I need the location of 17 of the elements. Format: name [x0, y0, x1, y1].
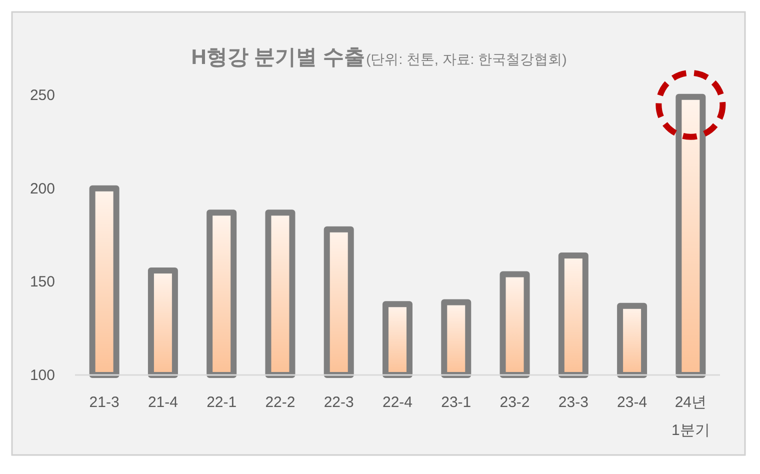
chart-title: H형강 분기별 수출: [191, 46, 366, 69]
y-tick-label: 250: [30, 87, 55, 104]
chart-subtitle: (단위: 천톤, 자료: 한국철강협회): [366, 51, 567, 67]
x-tick-label: 23-4: [617, 394, 648, 411]
x-tick-label: 22-3: [324, 394, 354, 411]
x-tick-label: 21-4: [148, 394, 178, 411]
x-tick-label: 23-2: [500, 394, 530, 411]
x-tick-label: 22-2: [265, 394, 296, 411]
y-tick-label: 150: [30, 274, 55, 291]
x-tick-label: 24년 1분기: [672, 394, 710, 439]
y-tick-label: 200: [30, 180, 55, 198]
x-tick-label: 23-3: [558, 394, 588, 411]
x-tick-label: 22-1: [206, 394, 237, 411]
x-tick-label: 22-4: [382, 394, 413, 411]
x-tick-label: 21-3: [89, 394, 120, 411]
x-tick-label: 23-1: [441, 394, 472, 411]
y-tick-label: 100: [30, 367, 55, 384]
